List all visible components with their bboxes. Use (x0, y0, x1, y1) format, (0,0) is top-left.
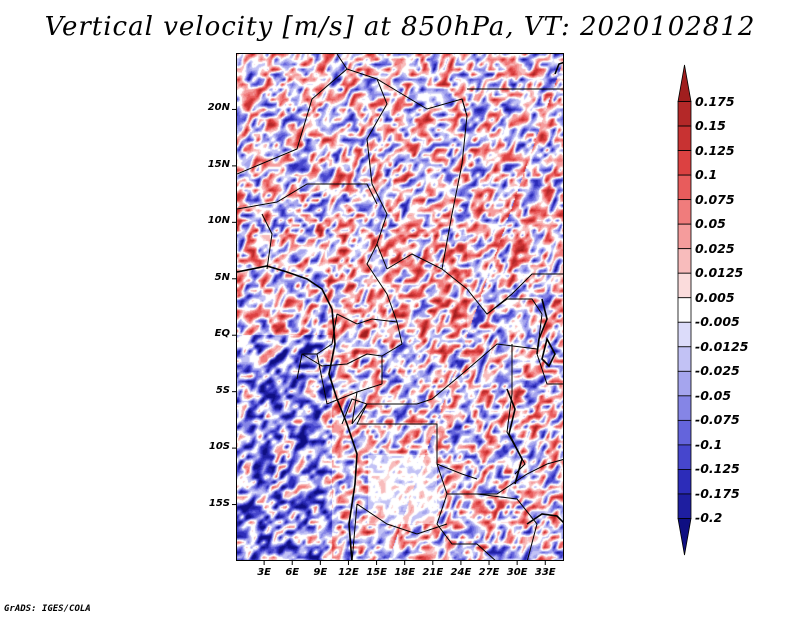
colorbar-segment (678, 273, 691, 298)
colorbar-label: 0.05 (695, 216, 726, 231)
grads-credit: GrADS: IGES/COLA (4, 604, 91, 614)
colorbar-label: 0.175 (695, 94, 735, 109)
colorbar-segment (678, 469, 691, 494)
colorbar-segment (678, 396, 691, 421)
colorbar-segment (678, 420, 691, 445)
colorbar-segment (678, 298, 691, 323)
colorbar (0, 0, 800, 618)
colorbar-label: -0.1 (695, 437, 722, 452)
colorbar-label: -0.125 (695, 461, 740, 476)
colorbar-label: -0.075 (695, 412, 740, 427)
colorbar-bottom-arrow (678, 518, 691, 555)
colorbar-label: -0.005 (695, 314, 740, 329)
colorbar-segment (678, 494, 691, 519)
colorbar-label: 0.1 (695, 167, 717, 182)
colorbar-label: 0.005 (695, 290, 735, 305)
colorbar-label: -0.05 (695, 388, 731, 403)
colorbar-segment (678, 175, 691, 200)
colorbar-segment (678, 126, 691, 151)
colorbar-segment (678, 249, 691, 274)
colorbar-top-arrow (678, 65, 691, 102)
colorbar-segment (678, 445, 691, 470)
colorbar-segment (678, 371, 691, 396)
colorbar-segment (678, 224, 691, 249)
colorbar-label: 0.0125 (695, 265, 743, 280)
colorbar-label: 0.075 (695, 192, 735, 207)
colorbar-label: -0.0125 (695, 339, 748, 354)
colorbar-segment (678, 347, 691, 372)
colorbar-label: 0.125 (695, 143, 735, 158)
colorbar-label: 0.15 (695, 118, 726, 133)
colorbar-segment (678, 151, 691, 176)
colorbar-segment (678, 200, 691, 225)
colorbar-label: -0.2 (695, 510, 722, 525)
colorbar-segment (678, 102, 691, 127)
colorbar-label: 0.025 (695, 241, 735, 256)
colorbar-segment (678, 322, 691, 347)
colorbar-label: -0.175 (695, 486, 740, 501)
colorbar-label: -0.025 (695, 363, 740, 378)
